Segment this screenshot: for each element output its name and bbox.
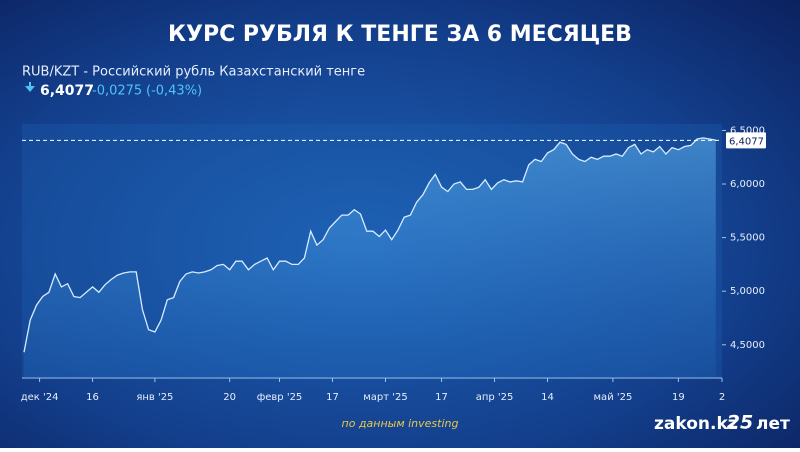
area bbox=[24, 137, 716, 378]
down-arrow bbox=[25, 82, 35, 92]
x-tick-label: май '25 bbox=[594, 392, 633, 403]
x-tick-label: дек '24 bbox=[21, 392, 59, 403]
brand: zakon.kz bbox=[654, 414, 738, 434]
x-tick-label: 14 bbox=[541, 392, 554, 403]
y-tick-label: 6,0000 bbox=[730, 179, 765, 190]
x-tick-label: 17 bbox=[435, 392, 448, 403]
x-tick-label: янв '25 bbox=[136, 392, 173, 403]
y-tick-label: 6,5000 bbox=[730, 125, 765, 136]
x-tick-label: март '25 bbox=[363, 392, 408, 403]
current-price-label: 6,4077 bbox=[729, 136, 764, 147]
source: по данным investing bbox=[342, 417, 459, 430]
y-tick-label: 5,5000 bbox=[730, 233, 765, 244]
subtitle: RUB/KZT - Российский рубль Казахстанский… bbox=[22, 65, 365, 80]
x-tick-label: 19 bbox=[672, 392, 685, 403]
last-price: 6,4077 bbox=[40, 83, 94, 99]
change-pct: (-0,43%) bbox=[146, 84, 202, 99]
current-price-box bbox=[726, 132, 766, 149]
x-tick-label: апр '25 bbox=[476, 392, 514, 403]
x-tick-label: февр '25 bbox=[257, 392, 303, 403]
line bbox=[23, 137, 716, 353]
x-tick-label: 17 bbox=[326, 392, 339, 403]
brand-suffix: лет bbox=[756, 414, 790, 434]
x-tick-label: 20 bbox=[223, 392, 236, 403]
y-tick-label: 4,5000 bbox=[730, 340, 765, 351]
change: -0,0275 bbox=[92, 84, 142, 99]
x-tick-label: 2 bbox=[719, 392, 725, 403]
chart-title: КУРС РУБЛЯ К ТЕНГЕ ЗА 6 МЕСЯЦЕВ bbox=[168, 22, 632, 47]
x-tick-label: 16 bbox=[86, 392, 99, 403]
y-tick-label: 5,0000 bbox=[730, 286, 765, 297]
brand-badge: 25 bbox=[727, 412, 753, 434]
